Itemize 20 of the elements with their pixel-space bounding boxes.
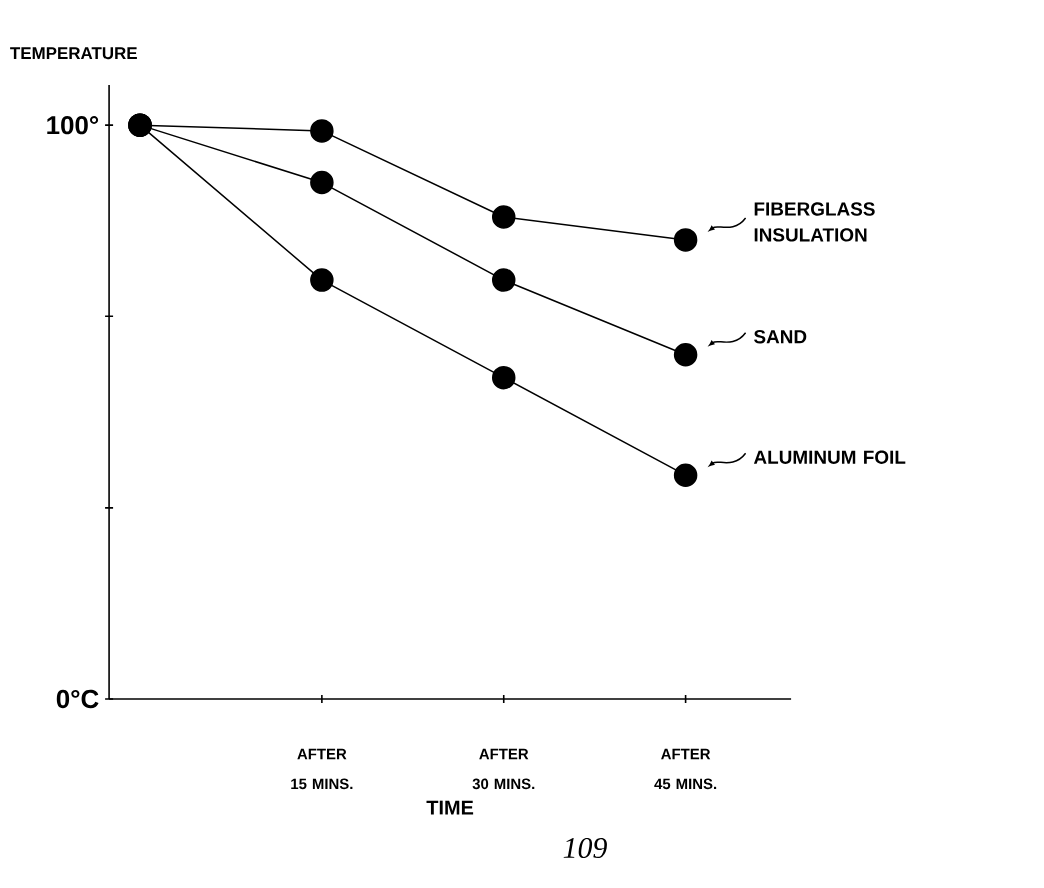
point: [310, 170, 334, 195]
legend-label: ALUMINUM FOIL: [753, 450, 906, 464]
category-label: AFTER 15 MINS.: [291, 748, 353, 790]
y-tick-label: 0°C: [56, 689, 99, 709]
point: [673, 463, 698, 487]
point: [491, 365, 516, 390]
point: [491, 268, 516, 292]
legend-label: SAND: [754, 329, 807, 344]
point: [310, 268, 334, 292]
legend-label: FIBERGLASS INSULATION: [754, 202, 875, 242]
y-axis-title: TEMPERATURE: [10, 47, 137, 60]
point: [310, 119, 334, 143]
category-label: AFTER 30 MINS.: [472, 748, 535, 790]
y-tick-label: 100°: [47, 115, 99, 135]
point: [673, 342, 698, 367]
point: [491, 205, 516, 229]
x-axis-title: TIME: [426, 800, 474, 815]
category-label: AFTER 45 MINS.: [654, 748, 717, 790]
point: [673, 228, 698, 252]
text: 109: [563, 837, 607, 859]
